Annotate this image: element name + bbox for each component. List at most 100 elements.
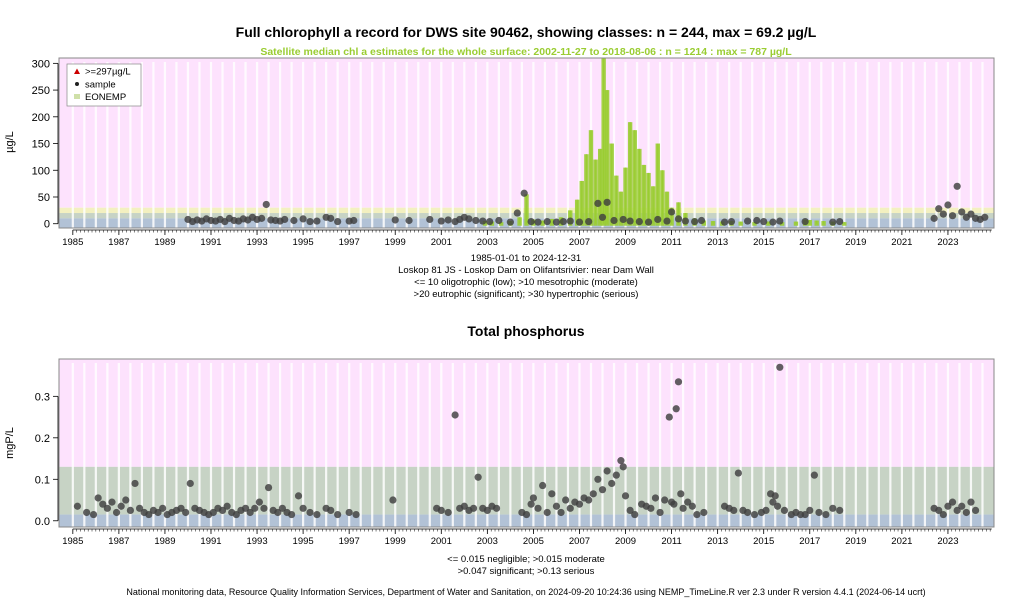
bot-x-tick-label: 1989 bbox=[154, 536, 175, 547]
bot-x-tick-label: 2023 bbox=[937, 536, 958, 547]
bot-sample-point bbox=[451, 411, 459, 419]
bot-sample-point bbox=[246, 508, 254, 517]
bot-sample-point bbox=[822, 510, 830, 519]
bot-sample-point bbox=[730, 506, 738, 515]
top-sample-point bbox=[444, 216, 452, 224]
bot-sample-point bbox=[575, 500, 584, 508]
top-sample-point bbox=[495, 216, 503, 225]
top-sample-point bbox=[981, 213, 989, 221]
top-x-tick-label: 2021 bbox=[891, 237, 912, 248]
bot-x-tick-label: 2013 bbox=[707, 536, 728, 547]
bot-x-tick-label: 2021 bbox=[891, 536, 912, 547]
top-sample-point bbox=[437, 217, 445, 225]
chl-satellite-series bbox=[482, 58, 847, 226]
bot-sample-point bbox=[651, 494, 660, 502]
bot-x-tick-label: 1991 bbox=[200, 536, 221, 547]
bot-x-tick-label: 2017 bbox=[799, 536, 820, 547]
bot-x-tick-label: 2019 bbox=[845, 536, 866, 547]
chl-satellite-bar bbox=[779, 222, 785, 226]
bot-x-tick-label: 1995 bbox=[293, 536, 314, 547]
tp-caption-2: >0.047 significant; >0.13 serious bbox=[458, 566, 595, 577]
top-sample-point bbox=[674, 215, 683, 223]
top-sample-point bbox=[391, 216, 399, 224]
bot-sample-point bbox=[769, 498, 777, 506]
top-x-tick-label: 2007 bbox=[569, 237, 590, 248]
bot-sample-point bbox=[117, 502, 125, 510]
bot-sample-point bbox=[679, 504, 687, 512]
bot-sample-point bbox=[529, 494, 538, 502]
bot-sample-point bbox=[437, 506, 445, 515]
bot-sample-point bbox=[218, 506, 227, 515]
bot-sample-point bbox=[672, 405, 680, 413]
top-sample-point bbox=[619, 215, 627, 224]
bot-sample-point bbox=[108, 498, 116, 506]
top-sample-point bbox=[465, 215, 473, 223]
bot-sample-point bbox=[734, 469, 742, 477]
top-sample-point bbox=[829, 218, 837, 226]
bot-sample-point bbox=[762, 506, 770, 515]
top-x-tick-label: 1993 bbox=[246, 237, 267, 248]
bot-sample-point bbox=[182, 508, 190, 517]
bot-sample-point bbox=[589, 490, 597, 498]
tp-sample-points bbox=[73, 363, 980, 519]
top-sample-point bbox=[598, 213, 607, 221]
bot-sample-point bbox=[801, 510, 809, 519]
top-sample-point bbox=[313, 217, 321, 225]
top-sample-point bbox=[350, 216, 358, 225]
bot-sample-point bbox=[693, 510, 701, 519]
bot-sample-point bbox=[99, 500, 107, 508]
bot-x-tick-label: 2007 bbox=[569, 536, 590, 547]
top-sample-point bbox=[760, 217, 768, 226]
bot-y-tick-label: 0.2 bbox=[35, 433, 50, 445]
top-sample-point bbox=[654, 215, 662, 224]
top-sample-point bbox=[681, 217, 690, 225]
top-sample-point bbox=[513, 209, 521, 217]
chl-caption-4: >20 eutrophic (significant); >30 hypertr… bbox=[414, 289, 639, 300]
top-sample-point bbox=[836, 217, 844, 226]
top-sample-point bbox=[486, 217, 494, 226]
chl-satellite-bar bbox=[752, 222, 757, 226]
bot-sample-point bbox=[743, 508, 752, 517]
bot-sample-point bbox=[444, 508, 452, 517]
bot-sample-point bbox=[389, 496, 397, 504]
bot-sample-point bbox=[603, 467, 611, 475]
bot-y-tick-label: 0.3 bbox=[35, 391, 50, 403]
bot-sample-point bbox=[665, 413, 673, 421]
top-sample-point bbox=[743, 217, 752, 225]
bot-sample-point bbox=[232, 510, 240, 519]
bot-x-tick-label: 2005 bbox=[523, 536, 544, 547]
bot-sample-point bbox=[306, 508, 314, 517]
legend-entry-high: >=297µg/L bbox=[85, 67, 131, 78]
top-y-tick-label: 300 bbox=[32, 58, 50, 70]
top-x-tick-label: 2023 bbox=[937, 237, 958, 248]
bot-sample-point bbox=[700, 508, 708, 517]
legend-square-icon bbox=[74, 94, 80, 99]
bot-sample-point bbox=[548, 490, 556, 498]
bot-sample-point bbox=[935, 506, 943, 515]
top-x-tick-label: 2015 bbox=[753, 237, 774, 248]
bot-sample-point bbox=[345, 508, 353, 517]
tp-plot-frame bbox=[58, 358, 995, 528]
top-x-tick-label: 2013 bbox=[707, 237, 728, 248]
top-sample-point bbox=[930, 214, 938, 222]
top-sample-point bbox=[603, 198, 611, 206]
top-sample-point bbox=[479, 217, 487, 225]
top-sample-point bbox=[935, 205, 943, 213]
bot-x-tick-label: 1985 bbox=[62, 536, 83, 547]
bot-sample-point bbox=[334, 510, 342, 519]
bot-sample-point bbox=[122, 496, 130, 504]
bot-sample-point bbox=[522, 510, 531, 519]
legend-entry-eonemp: EONEMP bbox=[85, 92, 126, 103]
bot-sample-point bbox=[209, 508, 217, 517]
bot-sample-point bbox=[594, 475, 602, 483]
bot-sample-point bbox=[299, 504, 307, 512]
bot-sample-point bbox=[953, 506, 961, 515]
legend-dot-icon bbox=[75, 82, 79, 86]
top-sample-point bbox=[958, 208, 966, 216]
top-sample-point bbox=[552, 218, 561, 226]
bot-sample-point bbox=[771, 492, 779, 500]
top-sample-point bbox=[426, 215, 434, 224]
top-sample-point bbox=[944, 201, 952, 209]
tp-caption-1: <= 0.015 negligible; >0.015 moderate bbox=[447, 554, 605, 565]
bot-sample-point bbox=[815, 508, 823, 517]
